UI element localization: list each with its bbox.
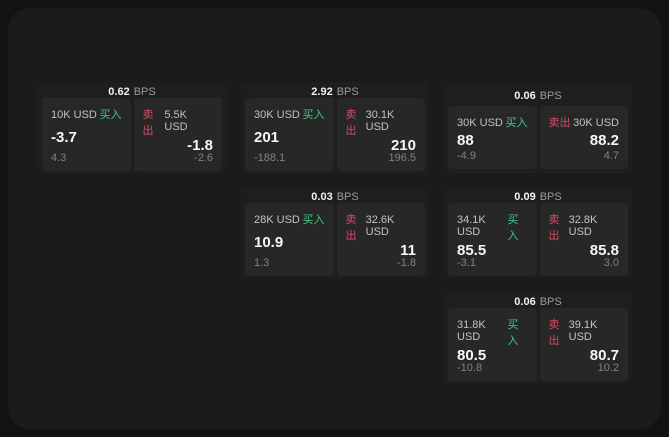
- sell-amount-label: 32.8K USD: [568, 214, 598, 238]
- buy-side-label: 买入: [99, 109, 122, 121]
- quote-card: 0.03 BPS 28K USD 买入 10.9 1.3 卖出 32.6K US…: [241, 187, 429, 278]
- buy-side-label: 买入: [302, 109, 325, 121]
- sell-side-label: 卖出: [548, 319, 560, 347]
- buy-rate-value: -3.7: [51, 129, 77, 146]
- sell-quote-tile[interactable]: 卖出 30.1K USD 210 196.5: [336, 98, 425, 171]
- buy-side-label: 买入: [302, 214, 325, 226]
- sell-sub-value: 4.7: [603, 150, 619, 162]
- sell-quote-tile[interactable]: 卖出 32.6K USD 11 -1.8: [336, 203, 425, 276]
- sell-rate-value: 11: [400, 242, 416, 259]
- sell-rate-value: 210: [390, 137, 416, 154]
- buy-rate-value: 85.5: [457, 242, 487, 259]
- sell-quote-tile[interactable]: 卖出 39.1K USD 80.7 10.2: [539, 308, 628, 381]
- bps-value: 0.62: [108, 86, 130, 98]
- buy-sub-value: -188.1: [254, 152, 286, 164]
- bps-unit-label: BPS: [539, 90, 562, 102]
- buy-side-label: 买入: [507, 319, 519, 347]
- buy-rate-value: 10.9: [254, 234, 284, 251]
- bps-value: 0.03: [311, 191, 333, 203]
- sell-rate-value: 85.8: [589, 242, 619, 259]
- buy-rate-value: 201: [254, 129, 280, 146]
- sell-side-label: 卖出: [548, 214, 560, 242]
- sell-amount-label: 39.1K USD: [568, 319, 598, 343]
- buy-sub-value: -10.8: [457, 362, 483, 374]
- sell-quote-tile[interactable]: 卖出 32.8K USD 85.8 3.0: [539, 203, 628, 276]
- buy-quote-tile[interactable]: 34.1K USD 买入 85.5 -3.1: [448, 203, 537, 276]
- buy-amount-label: 28K USD: [254, 214, 300, 226]
- buy-quote-tile[interactable]: 30K USD 买入 88 -4.9: [448, 106, 537, 169]
- bps-value: 0.09: [514, 191, 536, 203]
- sell-sub-value: 10.2: [597, 362, 619, 374]
- buy-quote-tile[interactable]: 30K USD 买入 201 -188.1: [245, 98, 334, 171]
- bps-unit-label: BPS: [336, 86, 359, 98]
- buy-amount-label: 30K USD: [254, 109, 300, 121]
- sell-side-label: 卖出: [345, 109, 357, 137]
- sell-quote-tile[interactable]: 卖出 30K USD 88.2 4.7: [539, 106, 628, 169]
- buy-amount-label: 30K USD: [457, 117, 503, 129]
- quote-card: 0.09 BPS 34.1K USD 买入 85.5 -3.1 卖出 32.8K…: [444, 187, 632, 278]
- buy-quote-tile[interactable]: 28K USD 买入 10.9 1.3: [245, 203, 334, 276]
- sell-rate-value: -1.8: [187, 137, 213, 154]
- bps-value: 0.06: [514, 90, 536, 102]
- bps-unit-label: BPS: [336, 191, 359, 203]
- sell-sub-value: -1.8: [397, 257, 416, 269]
- bps-unit-label: BPS: [539, 296, 562, 308]
- card-bps-header: 0.09 BPS: [448, 191, 628, 203]
- buy-sub-value: -3.1: [457, 257, 476, 269]
- sell-sub-value: 196.5: [388, 152, 416, 164]
- buy-rate-value: 80.5: [457, 347, 487, 364]
- sell-amount-label: 30.1K USD: [365, 109, 395, 133]
- card-bps-header: 0.06 BPS: [448, 86, 628, 106]
- buy-sub-value: -4.9: [457, 150, 476, 162]
- sell-rate-value: 80.7: [589, 347, 619, 364]
- bps-value: 0.06: [514, 296, 536, 308]
- sell-sub-value: 3.0: [603, 257, 619, 269]
- buy-amount-label: 31.8K USD: [457, 319, 486, 343]
- sell-side-label: 卖出: [142, 109, 154, 137]
- card-bps-header: 0.62 BPS: [42, 86, 222, 98]
- quote-card: 0.06 BPS 31.8K USD 买入 80.5 -10.8 卖出 39.1…: [444, 292, 632, 383]
- buy-quote-tile[interactable]: 10K USD 买入 -3.7 4.3: [42, 98, 131, 171]
- sell-sub-value: -2.6: [194, 152, 213, 164]
- card-bps-header: 0.06 BPS: [448, 296, 628, 308]
- card-bps-header: 0.03 BPS: [245, 191, 425, 203]
- sell-rate-value: 88.2: [589, 132, 619, 149]
- buy-side-label: 买入: [507, 214, 519, 242]
- bps-unit-label: BPS: [133, 86, 156, 98]
- quotes-widget-panel: 0.62 BPS 10K USD 买入 -3.7 4.3 卖出 5.5K USD…: [8, 8, 661, 429]
- quote-card: 0.62 BPS 10K USD 买入 -3.7 4.3 卖出 5.5K USD…: [38, 82, 226, 173]
- quote-card: 2.92 BPS 30K USD 买入 201 -188.1 卖出 30.1K …: [241, 82, 429, 173]
- bps-unit-label: BPS: [539, 191, 562, 203]
- bps-value: 2.92: [311, 86, 333, 98]
- sell-amount-label: 5.5K USD: [164, 109, 188, 133]
- buy-sub-value: 1.3: [254, 257, 270, 269]
- buy-amount-label: 10K USD: [51, 109, 97, 121]
- buy-amount-label: 34.1K USD: [457, 214, 486, 238]
- buy-side-label: 买入: [505, 117, 528, 129]
- sell-amount-label: 32.6K USD: [365, 214, 395, 238]
- sell-quote-tile[interactable]: 卖出 5.5K USD -1.8 -2.6: [133, 98, 222, 171]
- quote-card: 0.06 BPS 30K USD 买入 88 -4.9 卖出 30K USD 8…: [444, 82, 632, 173]
- sell-amount-label: 30K USD: [573, 117, 619, 129]
- buy-rate-value: 88: [457, 132, 474, 149]
- sell-side-label: 卖出: [548, 117, 571, 129]
- card-bps-header: 2.92 BPS: [245, 86, 425, 98]
- sell-side-label: 卖出: [345, 214, 357, 242]
- buy-quote-tile[interactable]: 31.8K USD 买入 80.5 -10.8: [448, 308, 537, 381]
- buy-sub-value: 4.3: [51, 152, 67, 164]
